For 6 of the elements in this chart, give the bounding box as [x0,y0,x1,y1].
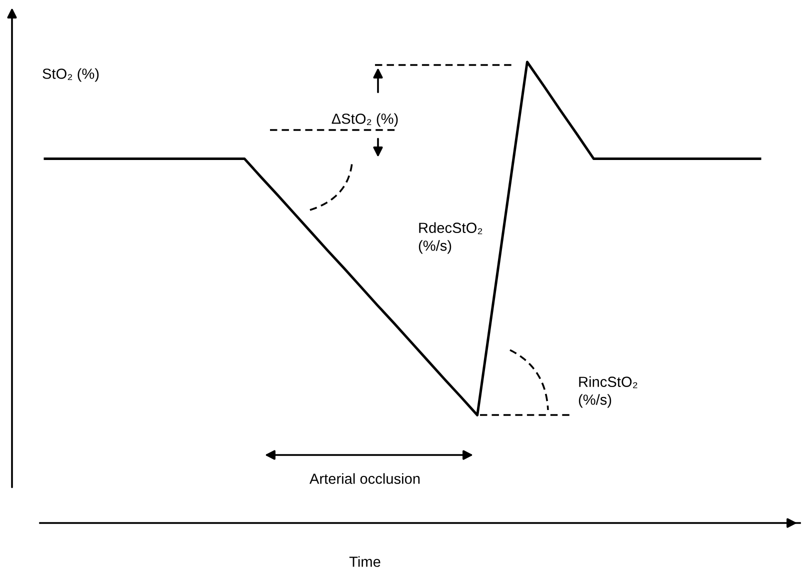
annotation: RincStO₂ (%/s) [578,376,638,408]
annotation: RdecStO₂ (%/s) [418,222,482,254]
y-axis-title: StO₂ (%) [42,68,99,82]
annotation: Arterial occlusion [310,473,420,484]
annotation: ΔStO₂ (%) [332,113,398,127]
x-axis-title: Time [349,556,380,567]
